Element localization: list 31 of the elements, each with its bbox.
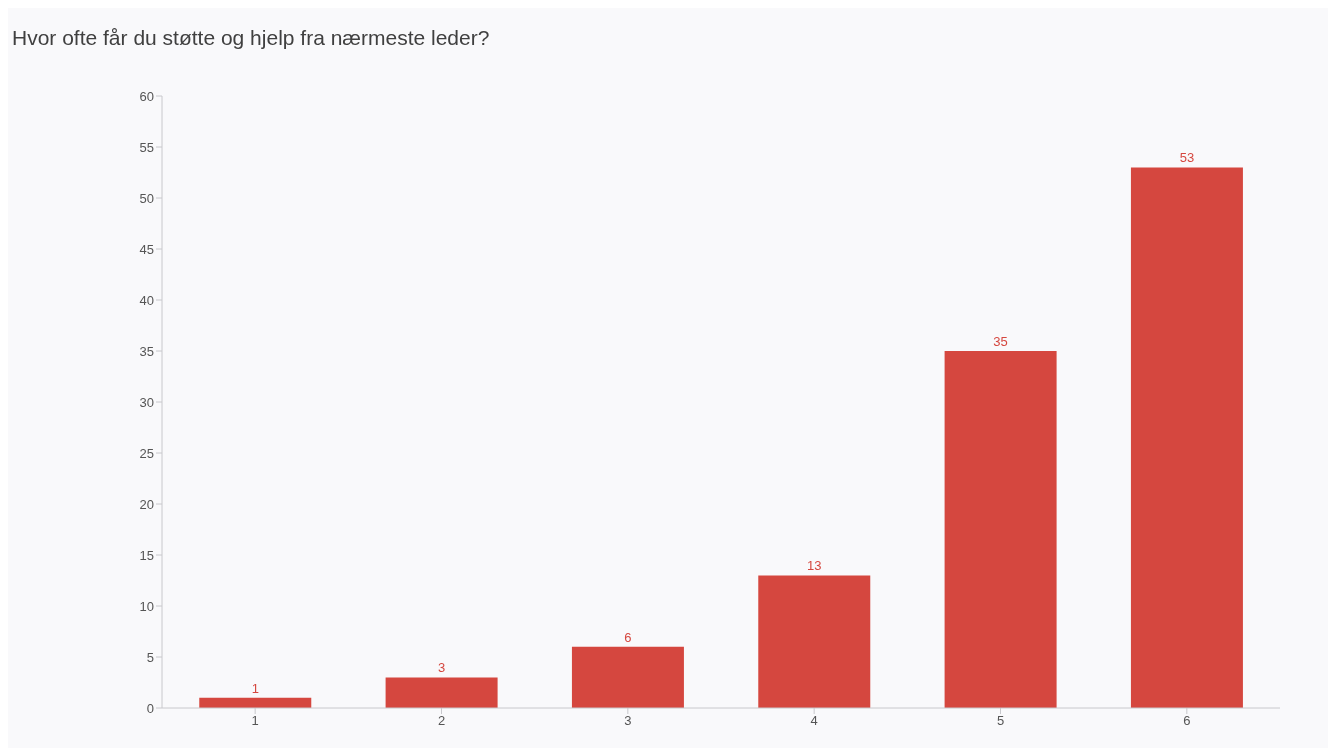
- y-tick-label: 0: [146, 700, 154, 716]
- bar: [571, 646, 684, 708]
- y-tick-label: 25: [139, 445, 154, 461]
- data-label: 53: [1179, 150, 1195, 166]
- y-tick-label: 20: [139, 496, 154, 512]
- y-tick-label: 35: [139, 343, 154, 359]
- y-tick-label: 30: [139, 394, 154, 410]
- x-tick-label: 1: [251, 713, 259, 729]
- y-tick-label: 15: [139, 547, 154, 563]
- y-tick-label: 10: [139, 598, 154, 614]
- data-label: 1: [251, 680, 259, 696]
- x-tick-label: 4: [810, 713, 818, 729]
- x-tick-label: 6: [1183, 713, 1191, 729]
- y-tick-label: 60: [139, 88, 154, 104]
- data-label: 35: [993, 334, 1008, 349]
- x-tick-label: 3: [624, 713, 632, 729]
- bar: [944, 351, 1057, 708]
- y-tick-label: 5: [146, 649, 154, 665]
- y-tick-label: 40: [139, 292, 154, 308]
- bar: [385, 677, 498, 708]
- x-tick-label: 5: [996, 713, 1005, 729]
- chart-title: Hvor ofte får du støtte og hjelp fra nærmeste leder?: [12, 26, 490, 50]
- y-tick-label: 55: [139, 139, 154, 155]
- x-tick-label: 2: [437, 713, 446, 729]
- data-label: 6: [624, 629, 632, 645]
- y-tick-label: 45: [139, 241, 154, 257]
- data-label: 13: [807, 558, 822, 574]
- bar: [758, 575, 871, 708]
- bar: [1130, 167, 1243, 708]
- data-label: 3: [437, 660, 446, 676]
- y-tick-label: 50: [139, 190, 154, 206]
